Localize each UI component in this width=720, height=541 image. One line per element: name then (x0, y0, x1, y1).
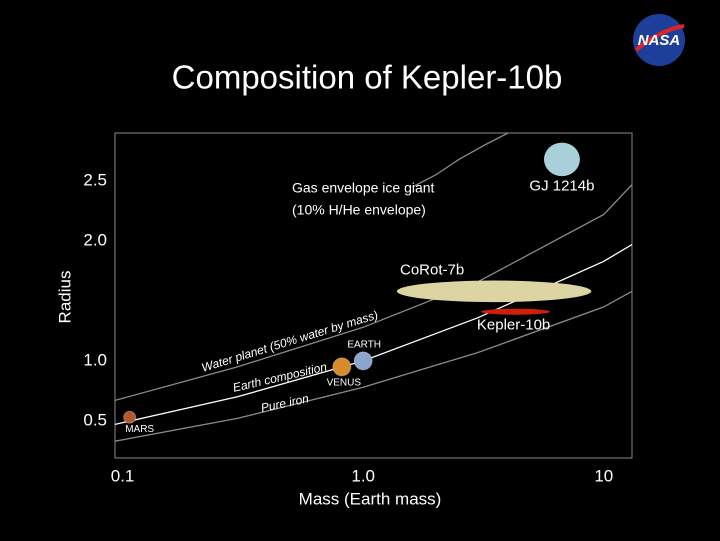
x-tick-label: 0.1 (111, 466, 135, 485)
planet-label: EARTH (347, 340, 381, 351)
planet-label: CoRot-7b (400, 261, 464, 278)
chart-title: Composition of Kepler-10b (172, 59, 563, 96)
planet (123, 410, 137, 424)
logo-text: NASA (638, 32, 681, 49)
y-tick-label: 1.0 (83, 350, 107, 369)
logo-swoosh (634, 24, 685, 52)
model-curve (412, 133, 509, 188)
y-tick-label: 2.0 (83, 230, 107, 249)
y-tick-label: 0.5 (83, 410, 107, 429)
plot-area (115, 133, 632, 442)
curve-label: Gas envelope ice giant (292, 180, 435, 196)
y-tick-label: 2.5 (83, 170, 107, 189)
curve-note: (10% H/He envelope) (292, 202, 426, 218)
planet (353, 351, 373, 371)
x-axis-label: Mass (Earth mass) (299, 489, 442, 508)
plot-frame (114, 132, 633, 459)
planet-label: VENUS (327, 377, 362, 388)
planet-range (543, 142, 580, 177)
planet (332, 357, 352, 377)
planet-range (481, 308, 550, 315)
planet-range (396, 280, 592, 303)
model-curve (115, 290, 632, 442)
y-axis-label: Radius (55, 271, 74, 324)
model-curve (115, 184, 632, 402)
planet-label: MARS (125, 424, 154, 435)
model-curve (115, 243, 632, 426)
planet-label: GJ 1214b (529, 177, 594, 194)
curve-label: Pure iron (260, 391, 311, 415)
x-tick-label: 1.0 (351, 466, 375, 485)
x-tick-label: 10 (594, 466, 613, 485)
nasa-logo: NASA (633, 14, 685, 66)
planet-label: Kepler-10b (477, 317, 550, 334)
